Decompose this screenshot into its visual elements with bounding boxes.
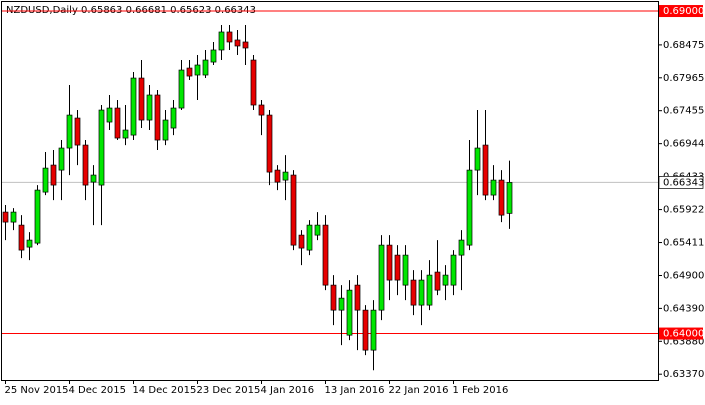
candle-body [2,211,9,223]
candle-body [258,104,265,116]
candle-body [434,271,441,291]
level-label-box [659,327,703,340]
candle-body [498,179,505,216]
candle-body [42,167,49,193]
y-tick-label: 0.68475 [663,40,704,51]
candle-body [346,289,353,336]
candle-body [282,171,289,181]
candle-body [130,77,137,136]
candle-body [178,69,185,109]
level-label: 0.69000 [663,6,704,17]
candle-body [226,31,233,43]
x-tick-label: 4 Jan 2016 [261,385,315,396]
candle-body [330,284,337,311]
candle-body [402,254,409,286]
level-label: 0.64000 [663,329,704,340]
candle-body [242,41,249,49]
x-tick-label: 1 Feb 2016 [453,385,509,396]
y-tick-label: 0.63370 [663,369,704,380]
price-label: 0.66343 [663,177,704,188]
candle-body [50,164,57,186]
candle-body [146,94,153,121]
candle-body [218,31,225,51]
candle-body [306,224,313,251]
x-tick-label: 4 Dec 2015 [69,385,127,396]
candle-body [18,224,25,251]
candle-body [202,59,209,76]
candle-body [426,274,433,306]
candle-body [322,224,329,286]
candle-body [34,189,41,244]
candle-body [162,119,169,141]
y-tick-label: 0.64390 [663,303,704,314]
candle-body [378,244,385,311]
candle-body [58,147,65,171]
candle-body [266,114,273,173]
candle-body [314,224,321,236]
candle-body [26,239,33,248]
candle-body [106,107,113,123]
candle-body [154,94,161,141]
y-tick-label: 0.65922 [663,205,704,216]
candle-body [82,144,89,186]
candle-body [66,114,73,149]
candle-body [298,234,305,249]
y-tick-label: 0.67965 [663,73,704,84]
candle-body [114,107,121,139]
candle-body [234,39,241,47]
y-tick-label: 0.66944 [663,139,704,150]
candle-body [210,49,217,63]
candle-body [290,174,297,246]
y-tick-label: 0.65411 [663,238,704,249]
candle-body [122,129,129,139]
candle-body [386,244,393,281]
x-tick-label: 14 Dec 2015 [133,385,197,396]
candle-body [490,179,497,196]
candle-body [74,117,81,146]
y-tick-label: 0.63880 [663,336,704,347]
candle-body [354,284,361,311]
y-tick-label: 0.64900 [663,271,704,282]
x-tick-label: 23 Dec 2015 [197,385,261,396]
candle-body [194,64,201,76]
candle-body [442,274,449,286]
y-tick-label: 0.67455 [663,106,704,117]
candle-body [410,279,417,306]
candle-body [10,211,17,223]
candle-body [394,254,401,281]
chart-title: NZDUSD,Daily 0.65863 0.66681 0.65623 0.6… [6,5,256,16]
candle-body [506,182,513,214]
candle-body [138,77,145,121]
candle-body [370,309,377,351]
candle-body [418,279,425,306]
candle-body [274,169,281,183]
x-tick-label: 13 Jan 2016 [325,385,385,396]
price-label-box [658,176,704,189]
candle-body [474,147,481,171]
candle-body [482,144,489,196]
candle-body [338,297,345,311]
level-label-box [659,5,703,18]
x-tick-label: 22 Jan 2016 [389,385,449,396]
candle-body [450,254,457,286]
candle-body [250,59,257,106]
candle-body [458,239,465,256]
candle-body [466,169,473,246]
candle-body [98,109,105,186]
candle-body [186,67,193,77]
plot-frame [1,1,659,381]
candle-body [362,309,369,351]
candle-body [170,107,177,129]
candle-body [90,174,97,183]
x-tick-label: 25 Nov 2015 [5,385,69,396]
